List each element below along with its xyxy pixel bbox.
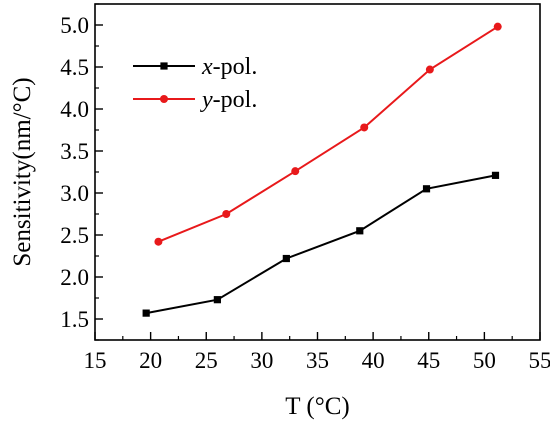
y-tick-label: 3.5 — [60, 139, 89, 164]
series-x-point — [422, 185, 431, 193]
legend-suffix: -pol. — [213, 87, 258, 113]
series-y-point — [222, 210, 231, 218]
legend-label: y-pol. — [200, 87, 257, 113]
x-tick-label: 45 — [417, 348, 440, 373]
legend-suffix: -pol. — [213, 54, 258, 80]
x-tick-label: 25 — [195, 348, 218, 373]
y-axis-title: Sensitivity(nm/°C) — [9, 77, 36, 266]
series-y-point — [291, 167, 300, 176]
x-tick-label: 35 — [306, 348, 329, 373]
y-tick-label: 1.5 — [60, 307, 89, 332]
y-tick-label: 4.5 — [60, 55, 89, 80]
y-tick-label: 5.0 — [60, 13, 89, 38]
x-tick-label: 50 — [473, 348, 496, 373]
x-tick-label: 20 — [139, 348, 162, 373]
x-tick-label: 15 — [84, 348, 107, 373]
legend-label: x-pol. — [201, 54, 257, 80]
legend: x-pol.y-pol. — [133, 54, 257, 113]
legend-variable: y — [200, 87, 213, 113]
series-y-point — [360, 123, 369, 132]
y-tick-label: 4.0 — [60, 97, 89, 122]
x-axis-title: T (°C) — [285, 393, 349, 420]
series-x-point — [142, 309, 150, 317]
x-tick-label: 40 — [362, 348, 385, 373]
series-x-point — [282, 254, 290, 263]
y-tick-label: 3.0 — [60, 181, 89, 206]
series-x-point — [213, 296, 221, 304]
legend-marker — [160, 62, 168, 70]
series-x-line — [146, 174, 496, 315]
series-x-point — [356, 227, 364, 235]
y-tick-label: 2.0 — [60, 265, 89, 290]
legend-marker — [160, 95, 168, 103]
series-y-point — [493, 22, 502, 31]
axes: 15 20 25 30 35 40 45 50 55 1.5 2.0 2.5 3.0 3.5 4.0 4.5 5… — [60, 3, 550, 373]
series-y-line — [158, 25, 499, 243]
x-tick-label: 30 — [250, 348, 273, 373]
series-x-point — [491, 171, 500, 179]
y-tick-label: 2.5 — [60, 223, 89, 248]
series-y-point — [154, 237, 163, 246]
x-tick-label: 55 — [529, 348, 550, 373]
series-y-point — [425, 65, 434, 74]
plot-frame — [94, 3, 541, 341]
legend-variable: x — [201, 54, 213, 80]
plot-area — [142, 22, 502, 317]
